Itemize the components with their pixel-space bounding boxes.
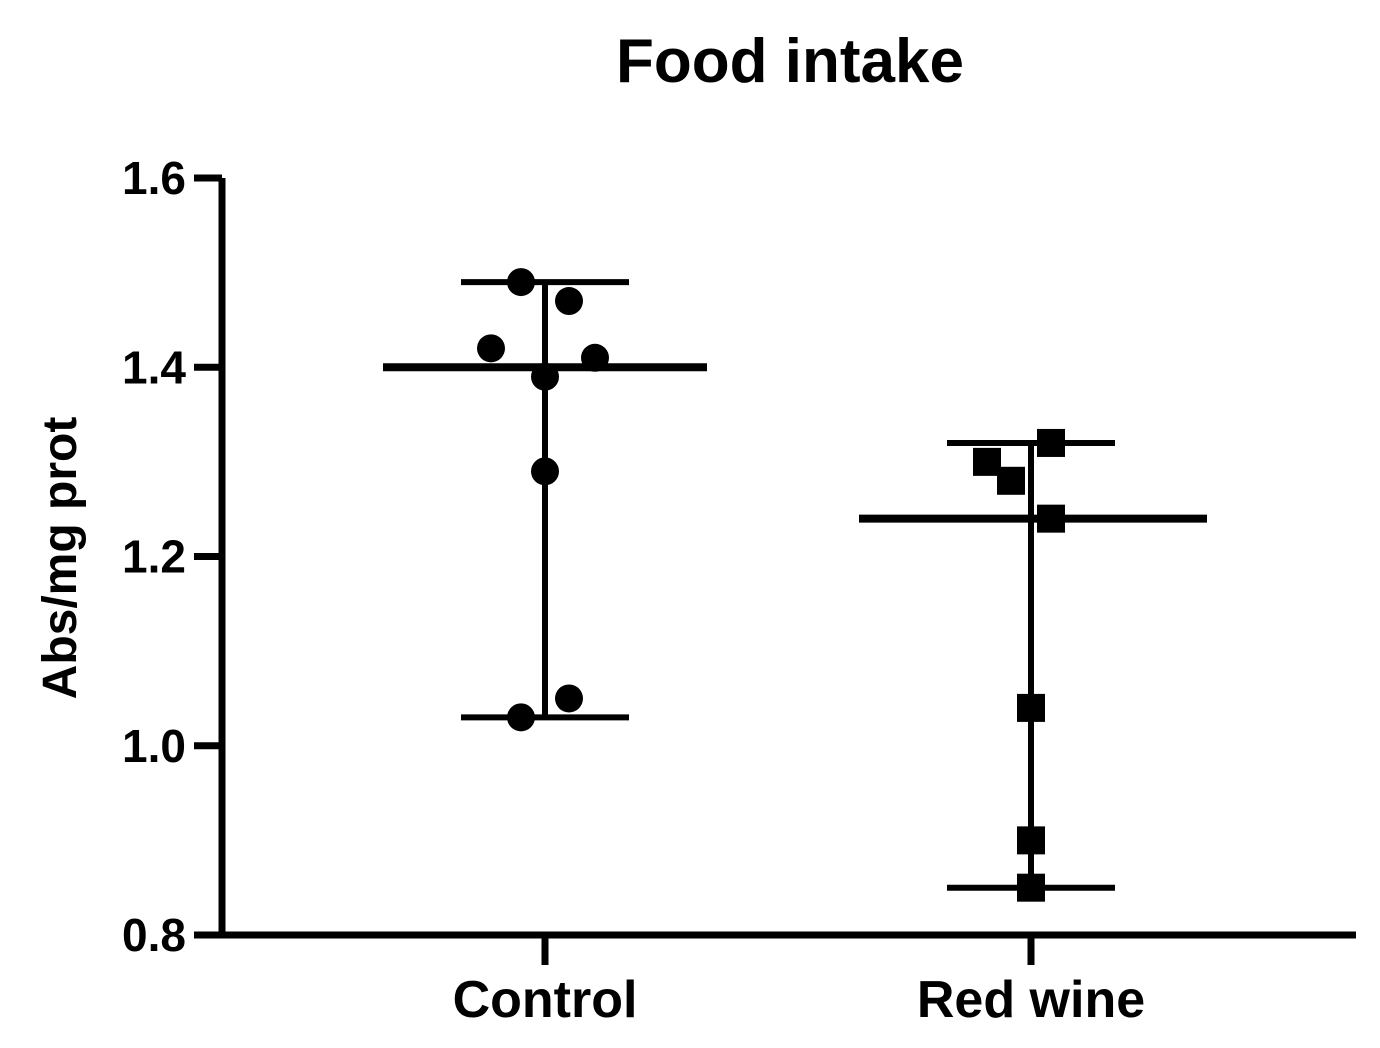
y-axis-ticks: 0.8 1.0 1.2 1.4 1.6 bbox=[122, 152, 222, 961]
y-tick-label: 1.0 bbox=[122, 720, 186, 772]
data-point bbox=[555, 684, 583, 713]
y-tick-label: 1.6 bbox=[122, 152, 186, 204]
x-axis-ticks: Control Red wine bbox=[453, 935, 1145, 1029]
x-tick-label: Control bbox=[453, 971, 638, 1029]
y-tick-label: 1.2 bbox=[122, 531, 186, 583]
y-tick-label: 1.4 bbox=[122, 341, 186, 393]
data-point bbox=[531, 457, 559, 486]
data-point bbox=[973, 447, 1001, 476]
axes bbox=[218, 178, 1356, 939]
data-groups bbox=[383, 268, 1207, 902]
data-point bbox=[1017, 693, 1045, 722]
chart-title: Food intake bbox=[616, 27, 964, 96]
group-red-wine bbox=[859, 428, 1207, 902]
data-point bbox=[997, 466, 1025, 495]
data-point bbox=[477, 334, 505, 363]
y-axis-label: Abs/mg prot bbox=[34, 417, 87, 700]
data-point bbox=[1017, 873, 1045, 902]
data-point bbox=[1037, 428, 1065, 457]
data-point bbox=[1017, 826, 1045, 855]
y-tick-label: 0.8 bbox=[122, 909, 186, 961]
data-point bbox=[555, 287, 583, 316]
data-point bbox=[507, 703, 535, 732]
group-control bbox=[383, 268, 707, 732]
x-tick-label: Red wine bbox=[917, 971, 1145, 1029]
data-point bbox=[507, 268, 535, 297]
